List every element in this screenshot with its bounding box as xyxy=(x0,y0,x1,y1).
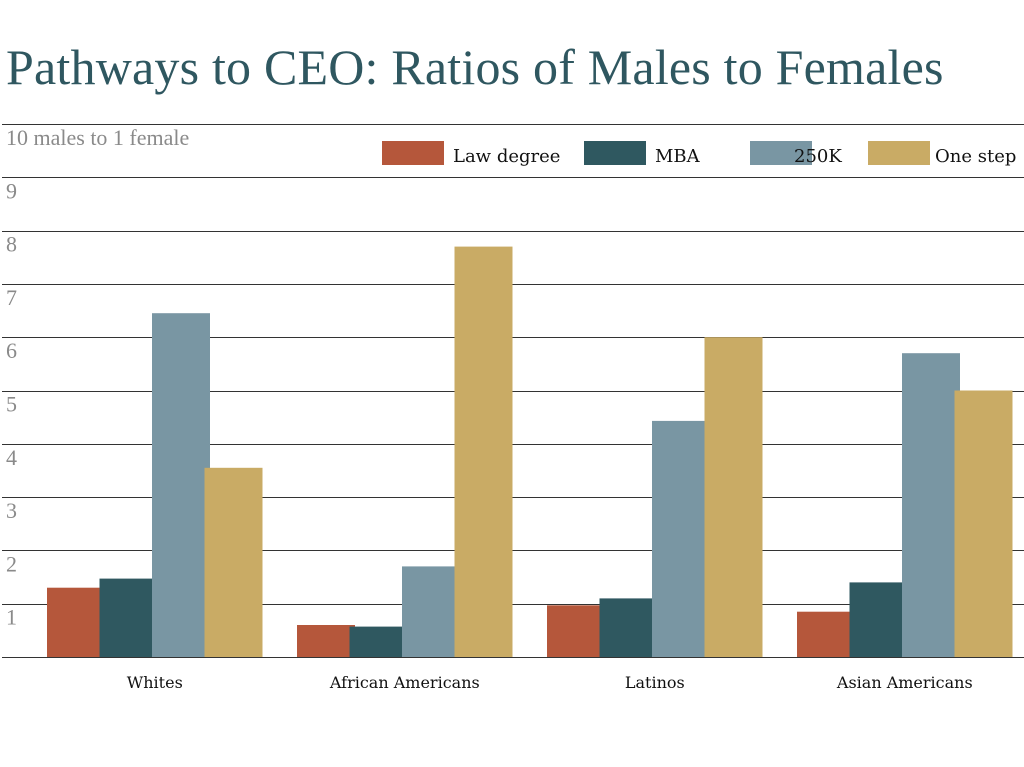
x-tick-label: African Americans xyxy=(329,673,480,692)
bar-250k xyxy=(402,566,460,657)
bar-250k xyxy=(652,420,710,657)
bar-law-degree xyxy=(47,587,105,657)
y-tick-label: 4 xyxy=(6,445,17,470)
legend-swatch xyxy=(584,141,646,165)
y-tick-label: 8 xyxy=(6,232,17,257)
legend-label: One step xyxy=(935,146,1016,167)
bar-law-degree xyxy=(797,611,855,657)
bars xyxy=(47,246,1013,657)
y-tick-label: 9 xyxy=(6,178,17,203)
x-axis-ticks: Whites African Americans Latinos Asian Amer… xyxy=(127,673,973,692)
y-tick-label: 2 xyxy=(6,551,17,576)
y-tick-label: 1 xyxy=(6,605,17,630)
bar-one-step xyxy=(454,246,513,657)
y-tick-label: 3 xyxy=(6,498,17,523)
x-tick-label: Whites xyxy=(127,673,183,692)
bar-250k xyxy=(902,353,960,657)
bar-law-degree xyxy=(297,625,355,657)
chart-title: Pathways to CEO: Ratios of Males to Fema… xyxy=(6,39,944,95)
legend-swatch xyxy=(382,141,444,165)
y-tick-label: 6 xyxy=(6,338,17,363)
bar-one-step xyxy=(704,337,763,657)
legend-label: MBA xyxy=(655,146,701,167)
bar-mba xyxy=(849,582,908,657)
bar-law-degree xyxy=(547,605,605,657)
y-tick-label: 10 males to 1 female xyxy=(6,125,189,150)
legend-label: Law degree xyxy=(453,146,560,167)
x-tick-label: Latinos xyxy=(625,673,685,692)
legend-label: 250K xyxy=(794,146,842,167)
bar-mba xyxy=(349,626,408,657)
y-tick-label: 7 xyxy=(6,285,17,310)
y-tick-label: 5 xyxy=(6,392,17,417)
bar-mba xyxy=(599,598,658,657)
legend-swatch xyxy=(868,141,930,165)
bar-one-step xyxy=(204,467,263,657)
y-axis-ticks: 10 males to 1 female 9 8 7 6 5 4 3 2 1 xyxy=(6,125,189,630)
x-tick-label: Asian Americans xyxy=(836,673,973,692)
bar-one-step xyxy=(954,390,1013,657)
legend-swatch xyxy=(750,141,812,165)
bar-mba xyxy=(99,578,158,657)
legend: Law degree MBA 250K One step xyxy=(382,141,1016,167)
bar-250k xyxy=(152,313,210,657)
